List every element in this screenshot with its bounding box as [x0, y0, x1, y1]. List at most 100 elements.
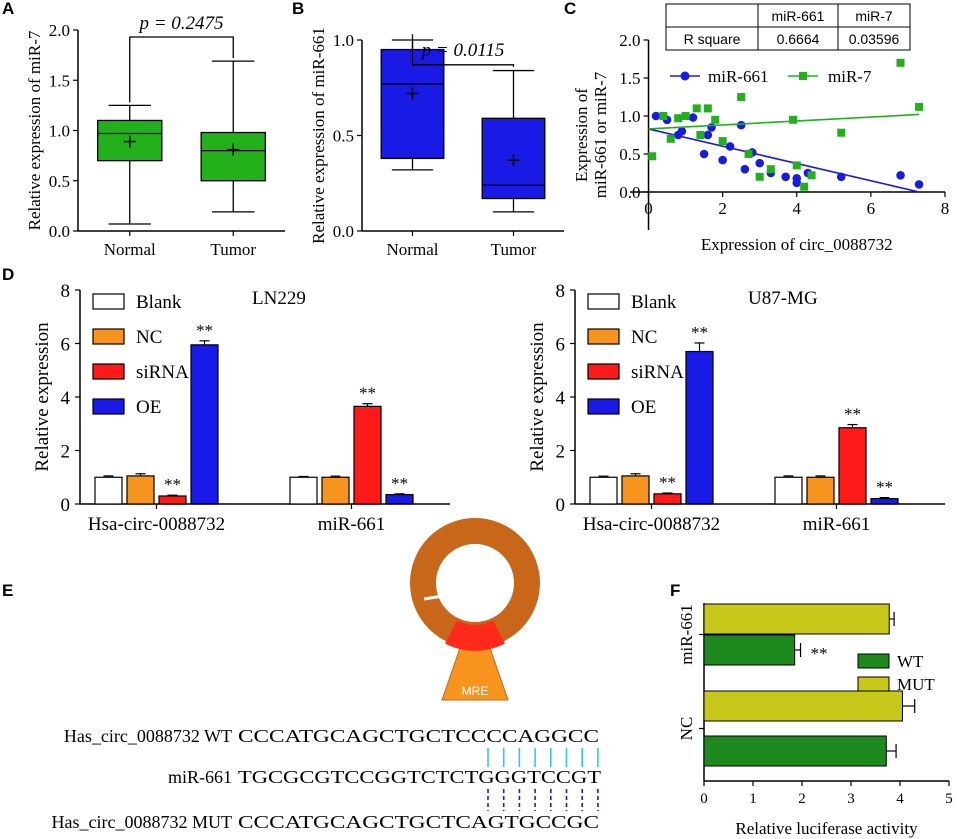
y-tick-label: 1.5: [49, 71, 70, 90]
bar-Blank: [289, 476, 318, 505]
mir661-sequence: TGCGCGTCCGGTCTCTGGGTCCGT: [238, 767, 601, 787]
legend-marker-miR-661: [680, 71, 690, 81]
significance-mark: **: [659, 473, 676, 492]
panel-label-b: B: [292, 0, 304, 18]
scatter-point-miR-7: [681, 112, 690, 120]
x-category-label: Tumor: [491, 240, 537, 259]
p-value-annotation: p = 0.2475: [137, 13, 223, 34]
bar-Blank: [589, 476, 618, 505]
x-category-label: Normal: [104, 240, 156, 259]
y-tick-label: 4: [61, 388, 71, 409]
x-tick-label: 4: [793, 199, 802, 218]
x-category-label: miR-661: [803, 514, 871, 535]
scatter-point-miR-7: [666, 134, 675, 143]
y-tick-label: 1.0: [333, 31, 354, 50]
scatter-point-miR-661: [703, 130, 713, 140]
bar-NC: [321, 476, 350, 505]
bar-siRNA: [353, 405, 382, 505]
bar-siRNA: [838, 427, 867, 505]
legend-swatch-NC: [587, 328, 620, 345]
box-iqr: [200, 131, 266, 182]
significance-mark: **: [876, 478, 893, 497]
table-data-cell: 0.03596: [849, 31, 900, 47]
chart-title: LN229: [252, 288, 306, 309]
legend-label-OE: OE: [631, 397, 656, 418]
legend-swatch-OE: [587, 398, 620, 415]
scatter-point-miR-661: [781, 172, 790, 182]
scatter-point-miR-7: [744, 150, 753, 158]
legend-label-miR-661: miR-661: [708, 67, 768, 86]
y-tick-label: 6: [61, 335, 71, 356]
scatter-point-miR-661: [725, 142, 735, 151]
hbar-MUT: [703, 690, 903, 722]
panel-label-d: D: [2, 265, 14, 284]
x-tick-label: 0: [700, 791, 708, 807]
y-axis-title: Relative expression: [527, 322, 548, 472]
scatter-point-miR-7: [648, 152, 657, 161]
scatter-point-miR-661: [896, 170, 905, 180]
scatter-point-miR-7: [703, 104, 712, 113]
scatter-point-miR-661: [707, 123, 716, 132]
table-data-cell: R square: [684, 31, 741, 47]
bar-NC: [806, 476, 835, 505]
y-tick-label: 0.5: [333, 127, 354, 146]
bar-siRNA: [158, 495, 187, 505]
scatter-point-miR-7: [792, 161, 801, 170]
y-tick-label: 4: [556, 388, 566, 409]
scatter-point-miR-7: [789, 115, 798, 124]
x-category-label: Hsa-circ-0088732: [583, 514, 720, 535]
x-category-label: Normal: [387, 240, 439, 259]
scatter-point-miR-661: [688, 113, 698, 122]
y-tick-label: 8: [61, 281, 71, 302]
table-data-cell: 0.6664: [777, 31, 820, 47]
scatter-point-miR-661: [718, 155, 727, 165]
hbar-WT: [703, 634, 796, 666]
x-axis-title: Expression of circ_0088732: [701, 235, 893, 254]
y-tick-label: 2: [61, 442, 71, 463]
circular-rna-ring: [410, 518, 540, 648]
x-tick-label: 6: [867, 199, 876, 218]
significance-bracket: [411, 34, 515, 67]
bar-OE: [870, 498, 899, 505]
significance-bracket: [129, 36, 234, 103]
legend-label-Blank: Blank: [136, 292, 182, 313]
y-tick-label: 0.0: [333, 222, 354, 241]
y-axis-title: Relative expression of miR-7: [25, 30, 44, 230]
scatter-point-miR-661: [736, 120, 746, 130]
scatter-point-miR-7: [674, 114, 683, 123]
group-label: miR-661: [677, 604, 696, 664]
bar-OE: [685, 350, 714, 505]
table-header-cell: miR-661: [772, 8, 825, 24]
group-label: NC: [677, 717, 696, 741]
legend-label-miR-7: miR-7: [828, 67, 872, 86]
scatter-point-miR-7: [837, 128, 846, 137]
bar-NC: [126, 475, 155, 505]
y-tick-label: 1.0: [49, 122, 70, 141]
p-value-annotation: p = 0.0115: [420, 40, 505, 61]
significance-mark: **: [811, 644, 828, 663]
mut-sequence-label: Has_circ_0088732 MUT: [52, 812, 232, 832]
panel-d-ln229-bars: 0 2 4 6 8 Relative expression LN229 ** ** Hsa-cir…: [32, 281, 450, 535]
x-axis-title: Relative luciferase activity: [735, 819, 918, 838]
x-tick-label: 2: [798, 791, 806, 807]
y-tick-label: 1.0: [619, 107, 640, 126]
y-tick-label: 0.0: [619, 183, 640, 202]
scatter-point-miR-7: [659, 112, 668, 120]
table-header-cell: miR-7: [855, 8, 893, 24]
panel-b-boxplot: 0.0 0.5 1.0 Normal Tumor Relative expression …: [309, 27, 564, 259]
scatter-point-miR-661: [755, 158, 765, 168]
bar-siRNA: [653, 493, 682, 505]
box-iqr: [380, 48, 445, 160]
mre-label: MRE: [462, 684, 489, 698]
y-tick-label: 1.5: [619, 69, 640, 88]
legend-swatch-Blank: [587, 293, 620, 310]
hbar-MUT: [703, 603, 890, 635]
x-tick-label: 3: [847, 791, 855, 807]
significance-mark: **: [391, 474, 408, 493]
y-tick-label: 0: [61, 495, 71, 516]
significance-mark: **: [691, 323, 708, 342]
y-tick-label: 0: [556, 495, 566, 516]
legend-label-siRNA: siRNA: [136, 362, 189, 383]
legend-swatch-OE: [92, 398, 125, 415]
legend-label-OE: OE: [136, 397, 161, 418]
